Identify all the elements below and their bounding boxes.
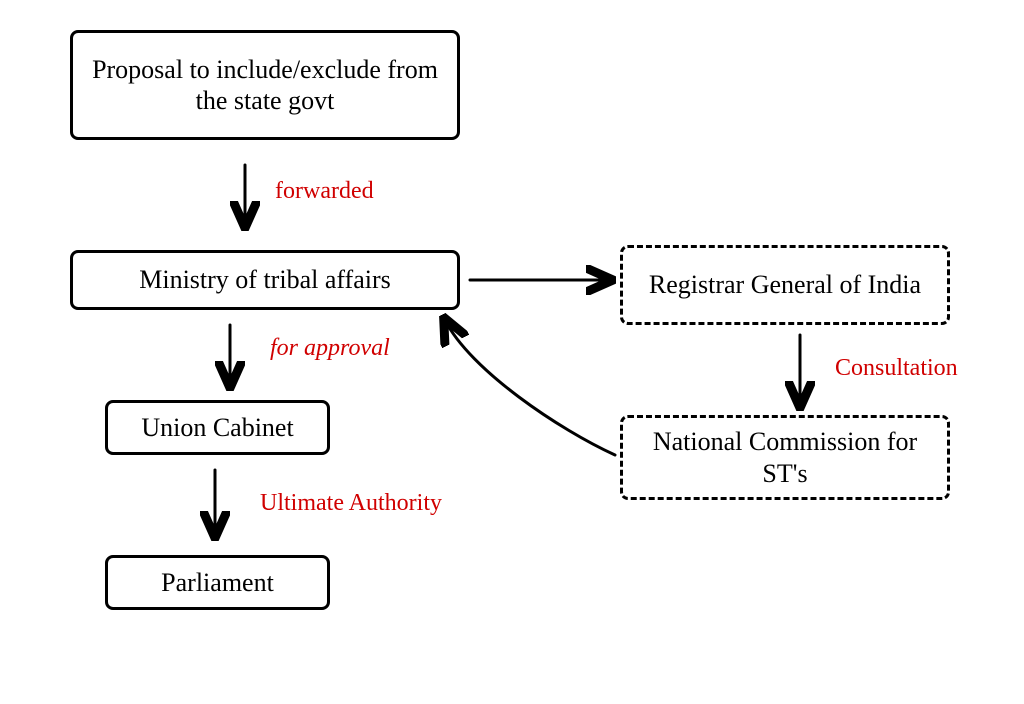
node-proposal-label: Proposal to include/exclude from the sta… bbox=[87, 54, 443, 116]
node-registrar: Registrar General of India bbox=[620, 245, 950, 325]
node-proposal: Proposal to include/exclude from the sta… bbox=[70, 30, 460, 140]
edge-label-approval: for approval bbox=[270, 335, 390, 362]
node-cabinet: Union Cabinet bbox=[105, 400, 330, 455]
edge-label-authority: Ultimate Authority bbox=[260, 490, 442, 517]
node-ncst-label: National Commission for ST's bbox=[637, 426, 933, 488]
flowchart-canvas: Proposal to include/exclude from the sta… bbox=[0, 0, 1024, 704]
edge-label-consultation: Consultation bbox=[835, 355, 958, 382]
node-parliament-label: Parliament bbox=[161, 567, 274, 598]
edge-label-forwarded: forwarded bbox=[275, 178, 374, 205]
node-cabinet-label: Union Cabinet bbox=[141, 412, 293, 443]
node-ministry-label: Ministry of tribal affairs bbox=[139, 264, 391, 295]
node-ncst: National Commission for ST's bbox=[620, 415, 950, 500]
node-ministry: Ministry of tribal affairs bbox=[70, 250, 460, 310]
edge-ncst-ministry bbox=[445, 320, 615, 455]
node-parliament: Parliament bbox=[105, 555, 330, 610]
node-registrar-label: Registrar General of India bbox=[649, 269, 921, 300]
